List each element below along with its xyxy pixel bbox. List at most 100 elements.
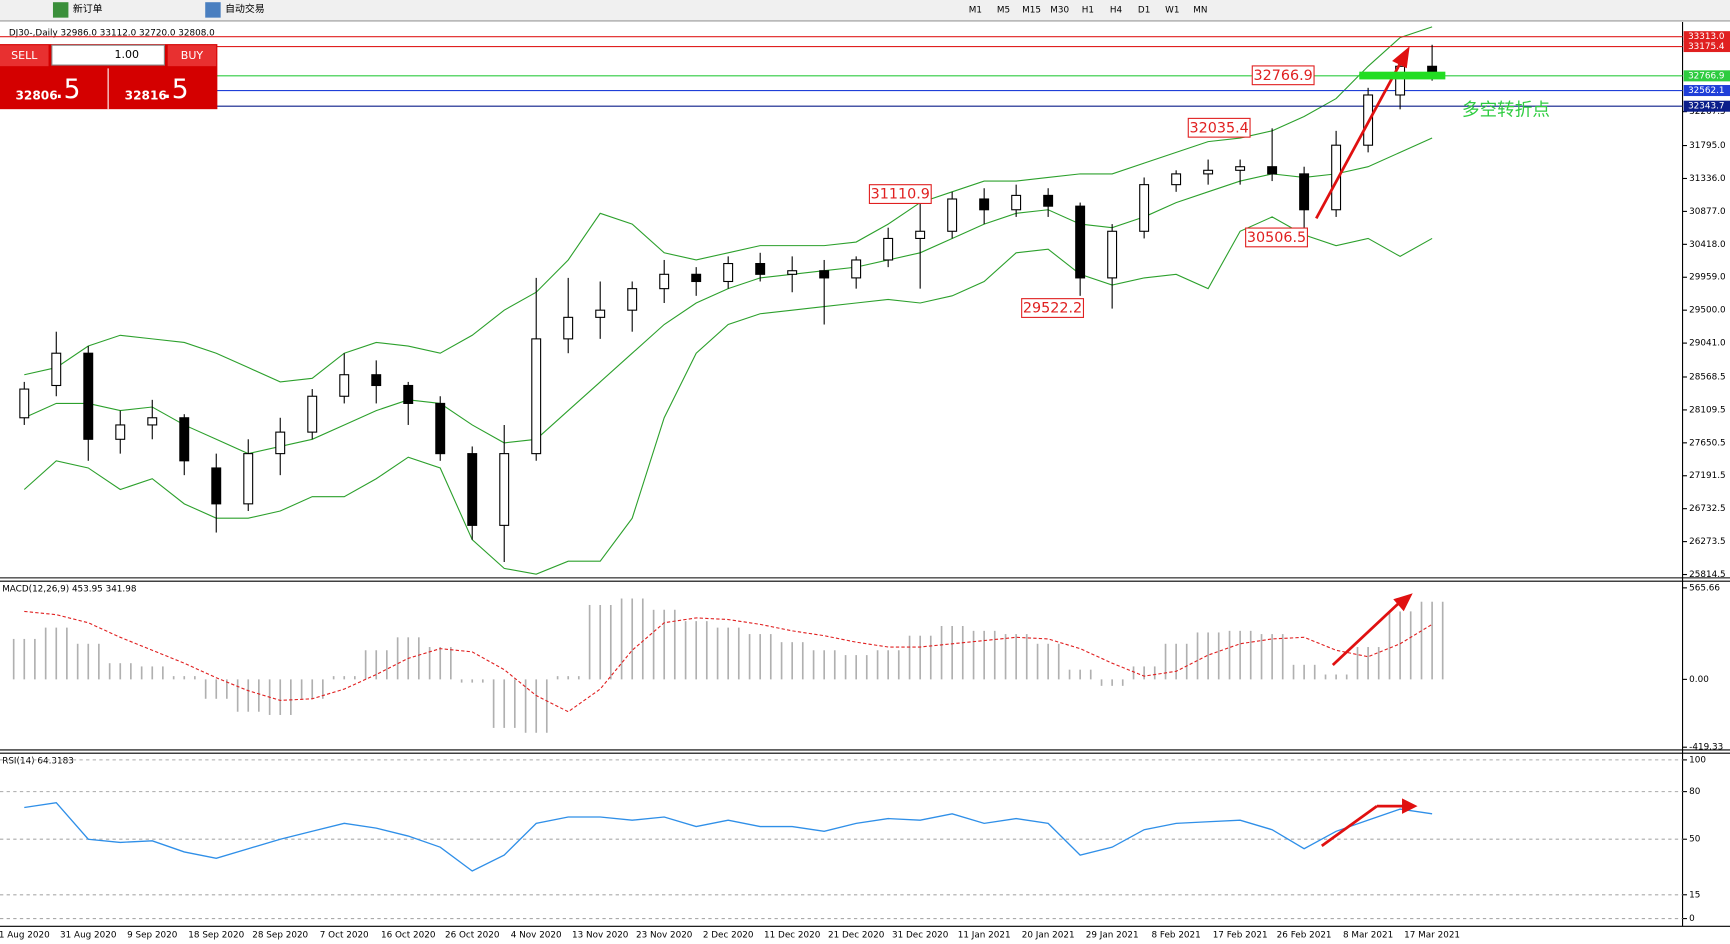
x-tick-label: 11 Jan 2021 (958, 931, 1011, 941)
level-marker (1359, 71, 1446, 80)
candle-body (1331, 144, 1342, 211)
new-order[interactable]: 新订单 (73, 2, 103, 15)
sell-price[interactable]: 32806 (15, 88, 57, 102)
new-order-icon[interactable] (52, 2, 69, 18)
price-label-box (1187, 117, 1251, 138)
candle-body (563, 316, 574, 340)
candle-body (1203, 169, 1214, 175)
candle-body (179, 417, 190, 462)
level-label: 33313.0 (1688, 32, 1725, 42)
y-tick-label: 31795.0 (1689, 141, 1726, 151)
buy-button[interactable] (167, 45, 217, 67)
candle-body (851, 259, 862, 279)
sell-pip[interactable]: .5 (55, 74, 80, 105)
y-tick-label: 50 (1689, 835, 1701, 845)
toolbar (0, 0, 1730, 21)
candle-body (435, 402, 446, 455)
timeframe[interactable]: H1 (1082, 5, 1094, 15)
timeframe[interactable]: D1 (1138, 5, 1150, 15)
y-tick-label: 0 (1689, 914, 1695, 924)
lot[interactable]: 1.00 (114, 48, 139, 61)
candle-body (339, 374, 350, 397)
candle-body (947, 198, 958, 232)
trade-panel: SELL 1.00 BUY 32806 .5 32816 .5 (0, 44, 218, 110)
candle-body (531, 338, 542, 455)
level-label: 32343.7 (1688, 102, 1724, 112)
timeframe[interactable]: M30 (1050, 5, 1069, 15)
buy-price[interactable]: 32816 (125, 88, 167, 102)
band-upper (24, 26, 1433, 383)
x-tick-label: 1 Aug 2020 (0, 931, 50, 941)
y-tick-label: 0.00 (1689, 675, 1709, 685)
x-tick-label: 29 Jan 2021 (1086, 931, 1139, 941)
sell-button[interactable] (0, 45, 49, 67)
auto-trading[interactable]: 自动交易 (225, 2, 265, 15)
timeframe[interactable]: M1 (969, 5, 982, 15)
candle-body (1107, 230, 1118, 279)
price-label-box (1251, 65, 1315, 86)
x-tick-label: 8 Feb 2021 (1152, 931, 1201, 941)
y-tick-label: 32267.5 (1689, 107, 1725, 117)
y-tick-label: 565.66 (1689, 583, 1720, 593)
rsi-line (24, 802, 1433, 872)
candle-body (659, 273, 670, 290)
buy-pip[interactable]: .5 (163, 74, 188, 105)
x-tick-label: 31 Aug 2020 (60, 931, 117, 941)
candle-body (83, 352, 94, 440)
timeframe[interactable]: M15 (1022, 5, 1041, 15)
timeframe[interactable]: W1 (1165, 5, 1179, 15)
candle-body (403, 384, 414, 404)
x-tick-label: 20 Jan 2021 (1022, 931, 1075, 941)
timeframes: M1 M5 M15 M30 H1 H4 D1 W1 MN (969, 5, 1208, 15)
candle-body (51, 352, 62, 387)
level-label: 32562.1 (1688, 86, 1724, 96)
candle-body (147, 417, 158, 426)
candle-body (115, 424, 126, 440)
level-tag (1683, 70, 1730, 82)
y-tick-label: 28568.5 (1689, 372, 1725, 382)
auto-trading-icon[interactable] (205, 2, 221, 18)
x-tick-label: 21 Dec 2020 (828, 931, 885, 941)
candle-body (1043, 194, 1054, 207)
signal-line (24, 610, 1433, 713)
drawn-arrows (1315, 46, 1418, 847)
chart-title: DJ30-,Daily 32986.0 33112.0 32720.0 3280… (9, 29, 215, 39)
x-tick-label: 18 Sep 2020 (188, 931, 244, 941)
x-tick-label: 11 Dec 2020 (764, 931, 821, 941)
candle-body (1171, 173, 1182, 186)
candle-body (275, 431, 286, 455)
buy-label[interactable]: BUY (181, 49, 204, 62)
candle-body (371, 374, 382, 387)
price-label-box (1245, 227, 1308, 248)
arrow (1331, 597, 1405, 666)
timeframe[interactable]: M5 (997, 5, 1010, 15)
sell-label[interactable]: SELL (11, 49, 38, 62)
candle-body (467, 453, 478, 526)
level-tag (1683, 41, 1730, 53)
x-tick-label: 8 Mar 2021 (1343, 931, 1393, 941)
price-label-box (868, 184, 932, 204)
note: 多空转折点 (1462, 99, 1550, 120)
candle-body (723, 262, 734, 283)
y-tick-label: 27191.5 (1689, 471, 1725, 481)
band-lower (23, 216, 1433, 575)
y-tick-label: 100 (1689, 755, 1706, 765)
y-tick-label: 28109.5 (1689, 405, 1725, 415)
y-tick-label: -419.33 (1689, 743, 1723, 753)
x-tick-label: 17 Feb 2021 (1213, 931, 1268, 941)
x-tick-label: 23 Nov 2020 (636, 931, 693, 941)
price-label-box (1021, 298, 1085, 318)
candle-body (211, 467, 222, 505)
candle-body (1267, 166, 1278, 175)
y-tick-label: 30877.0 (1689, 207, 1726, 217)
candle-body (1299, 173, 1310, 211)
y-tick-label: 15 (1689, 890, 1700, 900)
y-tick-label: 29500.0 (1689, 306, 1726, 316)
rsi-title: RSI(14) 64.3183 (2, 756, 74, 766)
candle-body (915, 230, 926, 239)
lot-input[interactable] (51, 44, 165, 66)
timeframe[interactable]: H4 (1110, 5, 1123, 15)
x-tick-label: 9 Sep 2020 (127, 931, 178, 941)
arrow-head (1392, 46, 1410, 69)
timeframe[interactable]: MN (1193, 5, 1207, 15)
